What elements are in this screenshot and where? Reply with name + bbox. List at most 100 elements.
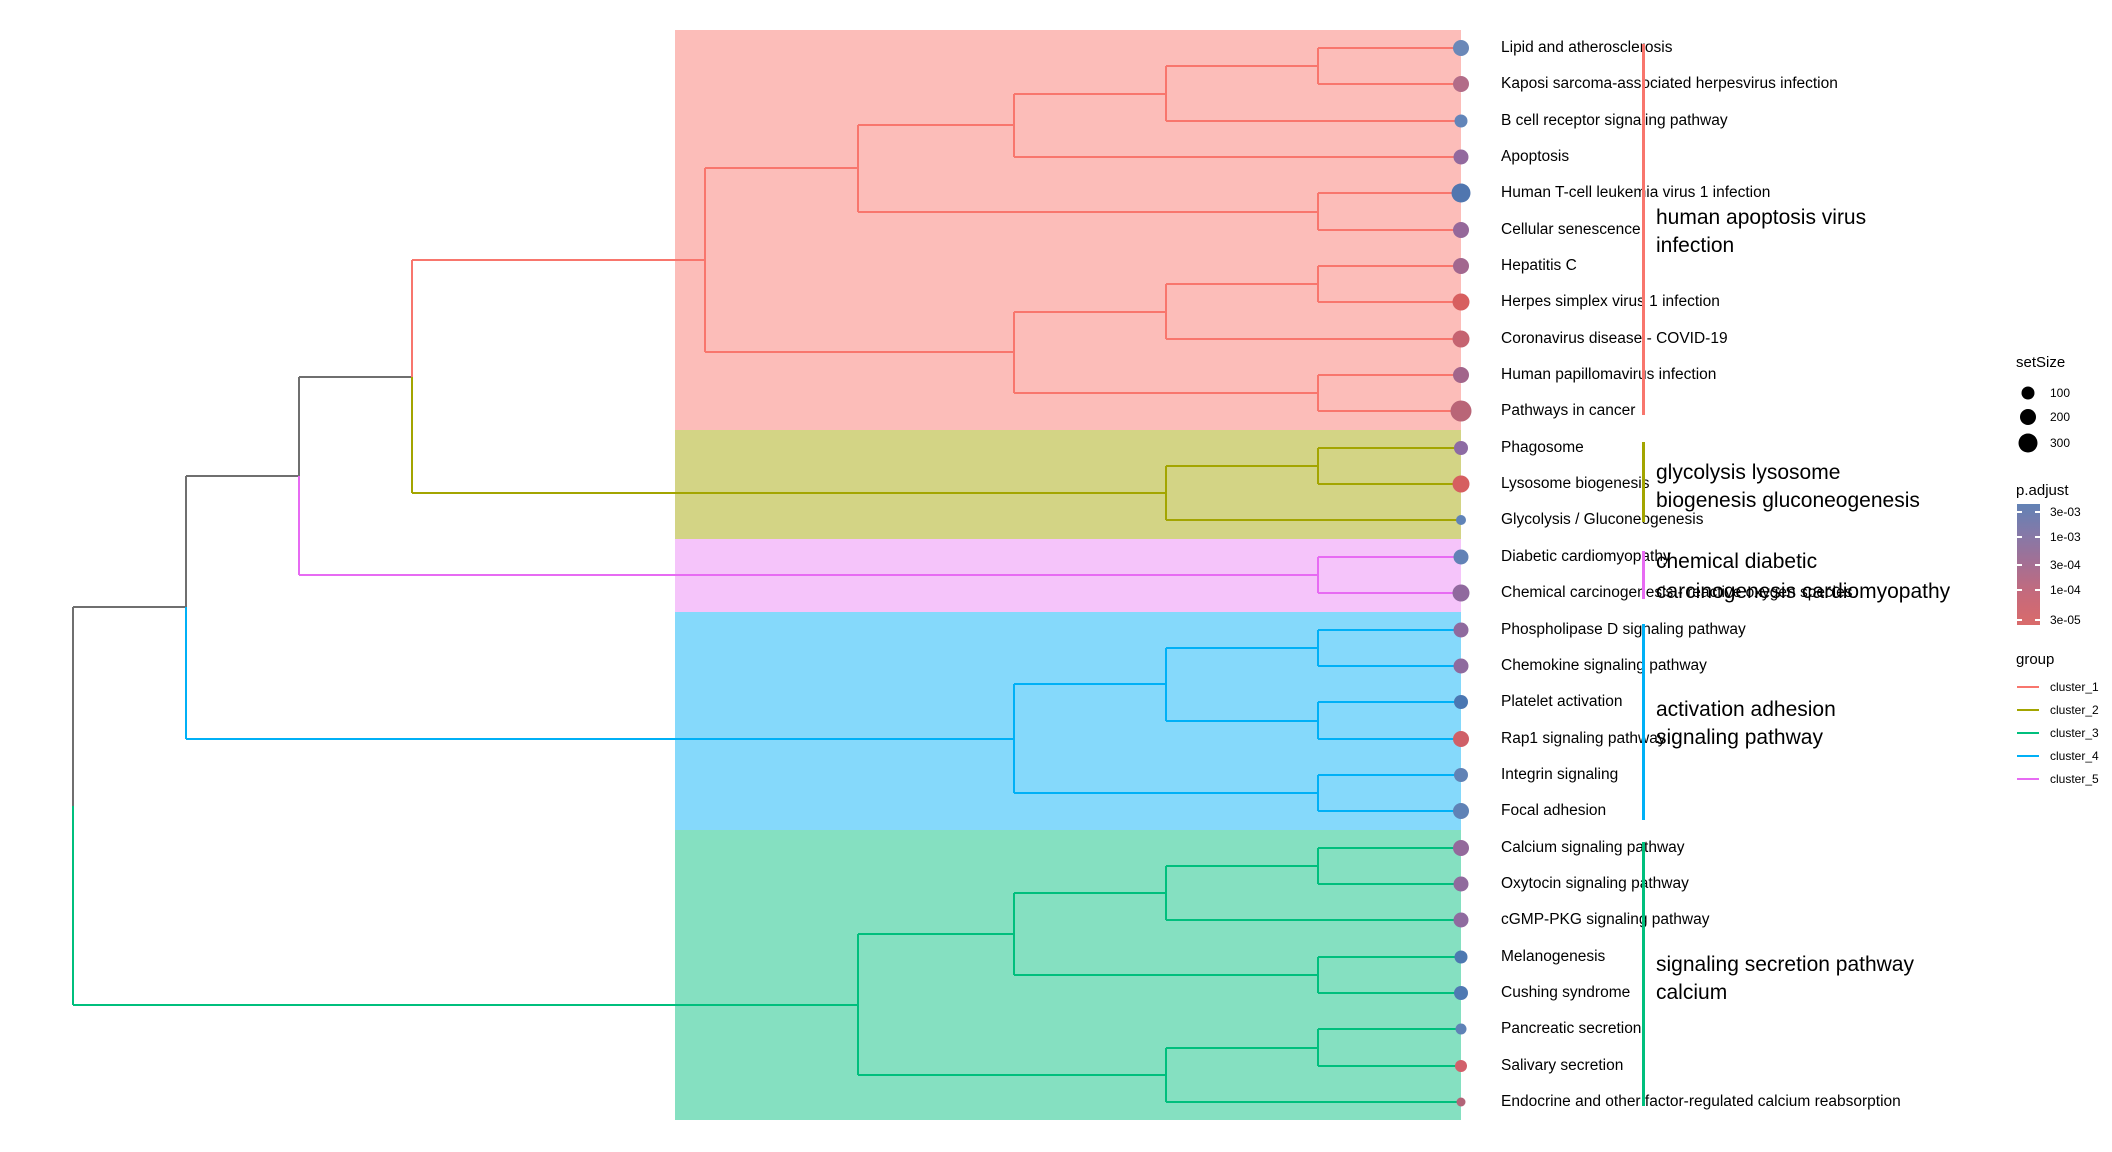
tree-edge <box>1318 265 1461 267</box>
tree-edge <box>1014 392 1318 394</box>
tree-edge <box>1318 301 1461 303</box>
padjust-tick <box>2035 511 2040 513</box>
tree-edge <box>1165 66 1167 121</box>
leaf-dot <box>1453 803 1469 819</box>
cluster-tag-bar <box>1642 551 1645 599</box>
cluster-tag-label: carcinogenesis cardiomyopathy <box>1656 580 1951 603</box>
tree-edge <box>858 124 1014 126</box>
leaf-label: Calcium signaling pathway <box>1501 839 1685 856</box>
leaf-label: Coronavirus disease - COVID-19 <box>1501 330 1728 347</box>
leaf-dot <box>1453 622 1469 638</box>
leaf-dot <box>1451 183 1471 203</box>
cluster-tag-label: chemical diabetic <box>1656 550 1818 573</box>
tree-edge <box>1013 684 1015 793</box>
leaf-label: Hepatitis C <box>1501 257 1577 274</box>
leaf-dot <box>1453 149 1469 165</box>
leaf-label: Oxytocin signaling pathway <box>1501 875 1689 892</box>
tree-edge <box>1166 465 1318 467</box>
legend-group-title: group <box>2016 651 2055 668</box>
leaf-dot <box>1453 658 1469 674</box>
leaf-label: Phagosome <box>1501 439 1584 456</box>
leaf-dot <box>1452 584 1470 602</box>
leaf-label: Kaposi sarcoma-associated herpesvirus in… <box>1501 75 1838 92</box>
setsize-value: 300 <box>2050 436 2071 450</box>
tree-edge <box>1317 630 1319 666</box>
tree-edge <box>1318 483 1461 485</box>
setsize-swatch <box>2018 433 2038 453</box>
leaf-label: Integrin signaling <box>1501 766 1619 783</box>
tree-edge <box>1318 701 1461 703</box>
group-value: cluster_4 <box>2050 749 2099 763</box>
tree-edge <box>1317 1029 1319 1066</box>
group-swatch <box>2017 755 2039 757</box>
group-value: cluster_5 <box>2050 772 2099 786</box>
leaf-label: Endocrine and other factor-regulated cal… <box>1501 1093 1901 1110</box>
group-swatch <box>2017 686 2039 688</box>
cluster-tag-label: biogenesis gluconeogenesis <box>1656 489 1920 512</box>
tree-edge <box>1013 893 1015 975</box>
leaf-label: Focal adhesion <box>1501 802 1607 819</box>
tree-edge <box>1014 792 1318 794</box>
tree-edge <box>186 737 1014 740</box>
tree-edge <box>1165 284 1167 339</box>
padjust-tick <box>2035 564 2040 566</box>
leaf-dot <box>1453 76 1469 92</box>
tree-edge <box>1317 375 1319 411</box>
padjust-tick <box>2035 536 2040 538</box>
tree-edge <box>1166 283 1318 285</box>
leaf-dot <box>1453 40 1469 56</box>
leaf-dot <box>1455 1060 1467 1072</box>
tree-edge <box>1317 557 1319 593</box>
tree-edge <box>1166 519 1461 521</box>
group-swatch <box>2017 732 2039 734</box>
cluster-tag-label: human apoptosis virus <box>1656 206 1867 229</box>
leaf-label: Human T-cell leukemia virus 1 infection <box>1501 184 1771 201</box>
leaf-label: Pathways in cancer <box>1501 402 1636 419</box>
padjust-tick <box>2035 589 2040 591</box>
padjust-value: 3e-05 <box>2050 613 2081 627</box>
leaf-label: Diabetic cardiomyopathy <box>1501 548 1671 565</box>
tree-edge <box>1317 775 1319 811</box>
tree-edge <box>1166 719 1318 722</box>
tree-edge <box>1317 957 1319 993</box>
leaf-dot <box>1454 114 1468 128</box>
tree-edge <box>1166 865 1318 867</box>
tree-edge <box>1013 93 1015 157</box>
padjust-gradient-bar <box>2017 504 2040 625</box>
tree-edge <box>1318 1065 1461 1067</box>
tree-edge <box>1014 156 1461 158</box>
tree-edge <box>73 1003 858 1006</box>
tree-edge <box>858 933 1014 935</box>
leaf-dot <box>1456 1097 1466 1107</box>
tree-edge <box>1014 892 1166 894</box>
tree-edge <box>298 377 300 476</box>
group-value: cluster_1 <box>2050 680 2099 694</box>
tree-edge <box>1166 120 1461 122</box>
tree-edge <box>185 476 187 607</box>
tree-edge <box>1317 448 1319 484</box>
padjust-tick <box>2017 564 2022 566</box>
tree-edge <box>1318 810 1461 812</box>
cluster-tag-label: calcium <box>1656 981 1728 1004</box>
leaf-label: Glycolysis / Gluconeogenesis <box>1501 511 1704 528</box>
cluster-tag-bar <box>1642 624 1645 820</box>
setsize-swatch <box>2020 409 2036 425</box>
leaf-label: Lipid and atherosclerosis <box>1501 39 1673 56</box>
leaf-dot <box>1453 258 1469 274</box>
leaf-dot <box>1453 840 1469 856</box>
tree-edge <box>73 606 186 608</box>
leaf-dot <box>1450 400 1472 422</box>
tree-edge <box>411 377 413 493</box>
padjust-value: 1e-03 <box>2050 530 2081 544</box>
leaf-dot <box>1454 441 1468 455</box>
padjust-tick <box>2017 536 2022 538</box>
leaf-dot <box>1452 330 1470 348</box>
tree-edge <box>1318 883 1461 885</box>
padjust-value: 3e-04 <box>2050 558 2081 572</box>
tree-edge <box>185 607 187 739</box>
cluster-tag-label: activation adhesion <box>1656 698 1836 721</box>
cluster-tag-bar <box>1642 442 1645 522</box>
tree-edge <box>1165 466 1167 520</box>
legend-setsize-title: setSize <box>2016 354 2066 371</box>
